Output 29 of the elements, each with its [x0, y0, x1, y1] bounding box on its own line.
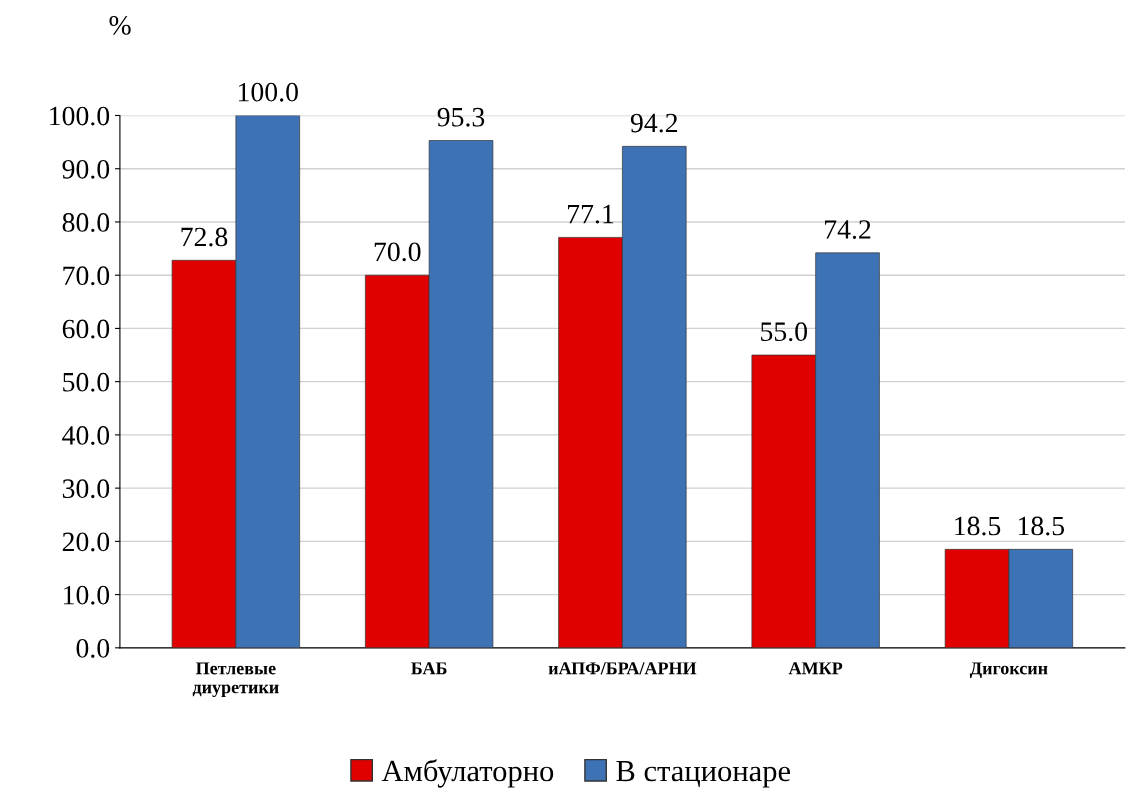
data-label: 55.0: [761, 322, 808, 342]
y-tick-label: 90.0: [62, 159, 110, 179]
y-tick-label: 0.0: [76, 638, 110, 658]
data-label: 94.2: [630, 113, 678, 133]
y-tick-label: 20.0: [62, 532, 110, 552]
data-label: 74.2: [825, 220, 871, 239]
data-label: 70.0: [374, 242, 421, 262]
y-tick-label: 40.0: [62, 426, 110, 445]
data-label: 95.3: [437, 107, 485, 127]
data-label: 100.0: [238, 82, 298, 102]
legend-label: Амбулаторно: [381, 759, 554, 788]
y-tick-label: 30.0: [62, 479, 110, 499]
x-tick-label: БАБ: [411, 662, 447, 675]
y-tick-label: 80.0: [62, 213, 110, 232]
y-tick-label: 10.0: [64, 585, 110, 605]
y-tick-label: 70.0: [63, 266, 110, 286]
data-label: 72.8: [181, 227, 228, 247]
y-tick-label: 50.0: [63, 372, 110, 392]
data-label: 18.5: [955, 516, 1001, 536]
x-tick-label: Дигоксин: [969, 662, 1048, 679]
chart-title: %: [109, 15, 131, 35]
x-tick-label: иАПФ/БРА/АРНИ: [548, 662, 697, 675]
y-tick-label: 100.0: [50, 106, 110, 126]
data-label: 77.1: [568, 204, 614, 224]
legend-label: В стационаре: [616, 761, 791, 788]
y-tick-label: 60.0: [62, 319, 110, 339]
x-tick-label: Петлевые диуретики: [192, 662, 279, 698]
data-label: 18.5: [1018, 516, 1065, 536]
x-tick-label: АМКР: [788, 662, 843, 675]
